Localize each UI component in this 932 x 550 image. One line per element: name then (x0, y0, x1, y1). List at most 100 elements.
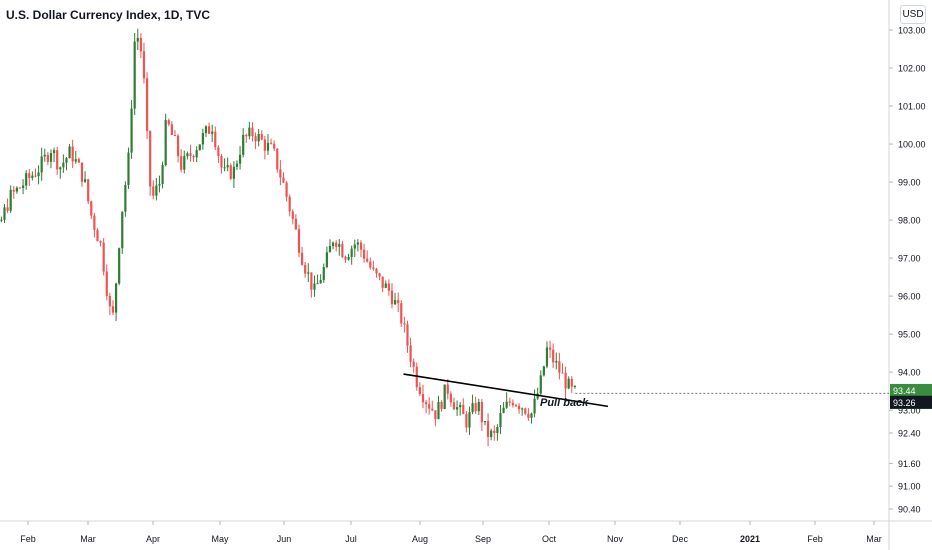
candle-body (269, 142, 273, 144)
y-tick-label: 102.00 (898, 64, 926, 74)
y-tick-label: 98.00 (898, 216, 921, 226)
x-tick-label: Oct (542, 534, 557, 544)
candle-body (238, 154, 242, 164)
candle-body (136, 37, 139, 42)
candle-body (313, 283, 316, 290)
x-tick-label: Aug (412, 534, 428, 544)
candle-body (80, 162, 84, 182)
candle-body (9, 189, 12, 211)
candle-body (127, 152, 130, 185)
candle-body (93, 215, 96, 230)
candle-body (204, 126, 208, 134)
candle-body (310, 272, 313, 290)
candle-body (273, 143, 276, 149)
candle-body (331, 242, 335, 246)
currency-button[interactable]: USD (900, 5, 926, 24)
candle-body (149, 131, 152, 187)
candle-body (483, 421, 487, 423)
last-price-label: 93.44 (893, 386, 916, 396)
candle-body (304, 264, 307, 274)
candle-body (121, 211, 124, 249)
candle-body (353, 244, 356, 249)
candle-body (384, 283, 387, 288)
candle-body (99, 241, 102, 243)
candle-body (263, 139, 266, 151)
candle-body (170, 124, 173, 135)
candle-body (130, 108, 133, 153)
candle-body (455, 407, 459, 410)
chart-title: U.S. Dollar Currency Index, 1D, TVC (6, 8, 211, 22)
candle-body (561, 372, 564, 374)
candle-body (474, 403, 477, 412)
candle-body (108, 296, 111, 307)
candle-body (195, 150, 198, 158)
x-tick-label: Sep (475, 534, 491, 544)
candle-body (192, 155, 195, 158)
candle-body (161, 165, 164, 185)
candle-body (431, 408, 434, 411)
candle-body (434, 410, 437, 420)
candle-body (452, 402, 456, 410)
y-tick-label: 95.00 (898, 330, 921, 340)
candle-body (31, 175, 34, 178)
candle-body (294, 218, 297, 230)
candle-body (124, 184, 127, 212)
candle-body (366, 258, 369, 262)
candle-body (201, 133, 204, 145)
candle-body (437, 401, 440, 420)
candle-body (285, 182, 288, 197)
candle-body (3, 207, 6, 220)
candle-body (496, 426, 499, 434)
candle-body (37, 172, 40, 177)
candle-body (207, 126, 211, 134)
candle-body (49, 153, 53, 162)
candle-body (12, 189, 15, 192)
candle-body (71, 146, 74, 162)
candle-body (477, 402, 480, 412)
candle-body (424, 402, 428, 405)
candle-body (242, 134, 245, 155)
candle-body (307, 272, 310, 274)
candle-body (564, 372, 567, 389)
candle-body (83, 179, 87, 182)
x-tick-label: Dec (672, 534, 689, 544)
candle-body (533, 398, 536, 414)
candle-body (462, 404, 465, 415)
candle-body (335, 242, 338, 247)
candle-body (282, 177, 285, 183)
x-tick-label: Feb (20, 534, 36, 544)
candle-body (524, 408, 527, 414)
candle-body (198, 144, 201, 151)
candle-body (257, 133, 260, 142)
candle-body (145, 78, 149, 132)
candle-body (43, 154, 46, 157)
y-tick-label: 99.00 (898, 178, 921, 188)
candle-body (68, 146, 71, 159)
candle-body (59, 167, 62, 170)
pull-back-annotation: Pull back (540, 397, 589, 409)
candle-body (486, 421, 490, 437)
candle-body (62, 162, 65, 168)
candle-body (527, 413, 530, 418)
candle-body (480, 402, 483, 423)
candle-body (393, 300, 397, 305)
candle-body (288, 196, 291, 212)
x-tick-label: Nov (607, 534, 624, 544)
candle-body (245, 134, 248, 137)
candle-body (493, 430, 496, 434)
candle-body (403, 323, 406, 325)
candle-body (428, 404, 431, 409)
candle-body (65, 158, 68, 163)
candle-body (87, 179, 90, 202)
candle-body (102, 242, 105, 272)
candle-body (508, 401, 511, 403)
candle-body (291, 211, 294, 219)
candle-body (96, 229, 99, 242)
candle-body (158, 184, 161, 186)
candle-body (214, 131, 217, 148)
last-price-label-bg (890, 383, 932, 397)
candle-body (459, 404, 462, 408)
candle-body (558, 361, 561, 373)
